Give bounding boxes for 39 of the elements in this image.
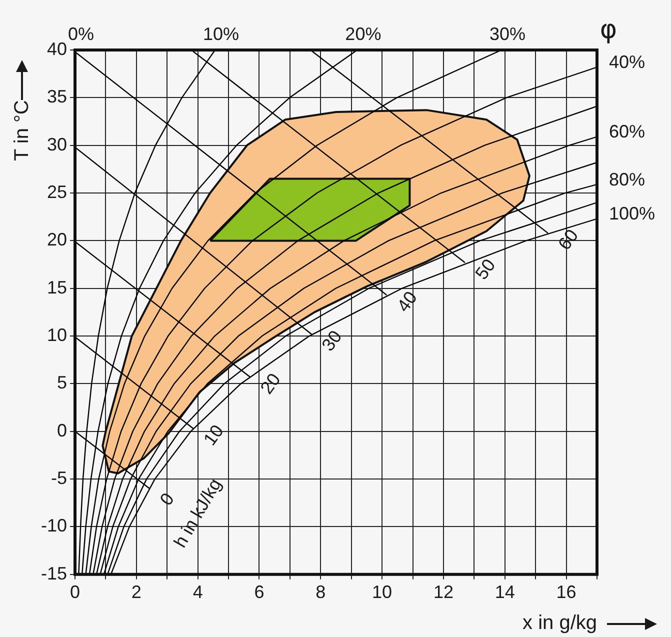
- y-tick-label: 15: [46, 277, 68, 298]
- text: φ: [600, 14, 617, 45]
- series-label: 60%: [609, 122, 646, 142]
- series-label: 80%: [609, 169, 646, 190]
- series-label: 10%: [203, 24, 240, 44]
- y-axis-title: T in °C: [10, 100, 34, 161]
- series-label: 30%: [489, 24, 526, 44]
- series-label: 40%: [609, 52, 646, 72]
- x-tick-label: 16: [556, 582, 576, 602]
- y-tick-label: 0: [57, 420, 68, 440]
- series-label: 100%: [609, 204, 656, 224]
- x-tick-label: 8: [316, 582, 326, 602]
- y-tick-label: 20: [46, 230, 68, 250]
- y-tick-label: 40: [46, 38, 68, 59]
- x-tick-label: 6: [254, 582, 264, 602]
- y-tick-label: 30: [46, 134, 68, 154]
- y-tick-label: -5: [51, 468, 68, 488]
- series-label: 0%: [68, 24, 94, 44]
- x-tick-label: 2: [131, 582, 142, 602]
- text: 30: [318, 326, 346, 355]
- x-tick-label: 10: [372, 582, 392, 602]
- x-tick-label: 0: [70, 582, 80, 602]
- text: 40: [393, 288, 421, 316]
- y-tick-label: 35: [46, 86, 68, 107]
- text: 50: [471, 255, 500, 284]
- text: 60: [554, 226, 582, 254]
- y-tick-label: -10: [41, 516, 68, 536]
- x-tick-label: 12: [433, 582, 454, 602]
- text: 20: [256, 370, 284, 398]
- text: 10: [200, 421, 228, 450]
- x-tick-label: 14: [494, 582, 515, 602]
- x-tick-label: 4: [192, 582, 203, 602]
- text: 0: [156, 489, 178, 510]
- series-label: 20%: [345, 24, 382, 44]
- y-tick-label: 5: [57, 372, 68, 393]
- x-axis-title: x in g/kg: [522, 612, 597, 635]
- y-tick-label: -15: [41, 563, 68, 584]
- y-tick-label: 10: [46, 325, 68, 346]
- y-tick-label: 25: [46, 182, 68, 202]
